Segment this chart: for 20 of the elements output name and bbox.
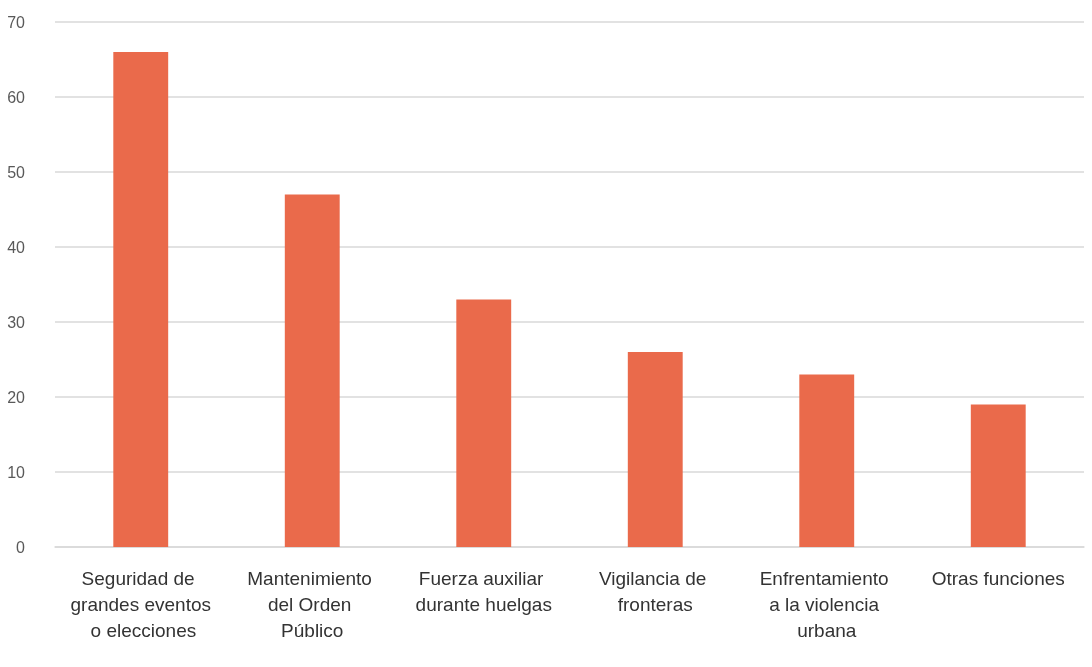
y-tick-label: 40 bbox=[7, 238, 26, 256]
x-tick-label: Seguridad de grandes eventos o elecciones bbox=[70, 567, 211, 641]
y-tick-label: 70 bbox=[7, 13, 26, 31]
x-tick-label: Otras funciones bbox=[931, 567, 1065, 589]
bar bbox=[799, 374, 855, 547]
bar bbox=[284, 194, 340, 547]
y-tick-label: 30 bbox=[7, 313, 26, 331]
bar bbox=[970, 404, 1026, 547]
y-tick-label: 10 bbox=[7, 463, 26, 481]
bar bbox=[456, 299, 512, 547]
x-tick-label: Vigilancia de fronteras bbox=[598, 567, 712, 615]
x-tick-label: Enfrentamiento a la violencia urbana bbox=[759, 567, 894, 641]
y-tick-label: 0 bbox=[16, 538, 26, 556]
y-tick-label: 50 bbox=[7, 163, 26, 181]
x-tick-label: Fuerza auxiliar durante huelgas bbox=[415, 567, 552, 615]
y-tick-label: 60 bbox=[7, 88, 26, 106]
bar bbox=[627, 352, 683, 547]
x-tick-label: Mantenimiento del Orden Público bbox=[247, 567, 378, 641]
y-tick-label: 20 bbox=[7, 388, 26, 406]
bar bbox=[113, 52, 169, 547]
